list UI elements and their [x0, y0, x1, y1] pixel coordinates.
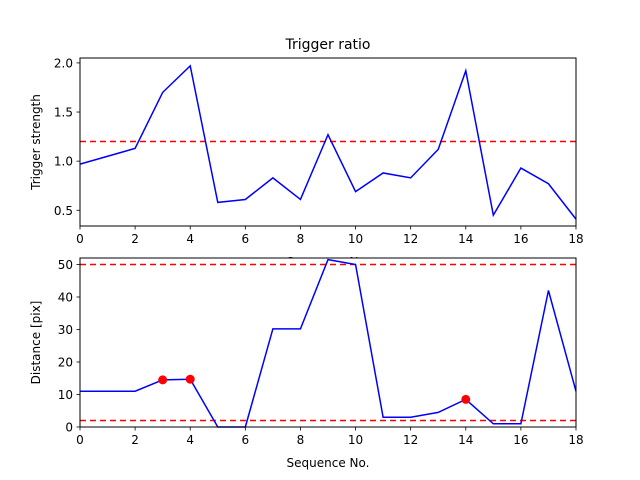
distance-panel: Sequence No. 0 2 4 6 8 10 12 14 16 18 0 10 20 30 40 50 Di… [29, 257, 584, 470]
trigger-x-tick-label: 4 [186, 232, 194, 246]
trigger-x-tick-label: 0 [76, 232, 84, 246]
distance-x-tick-label: 18 [568, 433, 583, 447]
trigger-x-tick-label: 16 [513, 232, 528, 246]
trigger-x-tick-label: 6 [242, 232, 250, 246]
distance-y-tick-label: 20 [58, 356, 73, 370]
distance-y-tick-label: 40 [58, 291, 73, 305]
distance-y-tick-label: 10 [58, 388, 73, 402]
chart-title: Trigger ratio [284, 37, 370, 53]
distance-x-tick-label: 12 [403, 433, 418, 447]
distance-x-axis-label: Sequence No. [287, 456, 370, 470]
distance-x-tick-label: 2 [131, 433, 139, 447]
trigger-x-tick-label: 2 [131, 232, 139, 246]
distance-x-tick-label: 4 [186, 433, 194, 447]
distance-x-tick-label: 6 [242, 433, 250, 447]
trigger-x-tick-label: 10 [348, 232, 363, 246]
trigger-x-tick-label: 8 [297, 232, 305, 246]
distance-y-axis-label: Distance [pix] [29, 301, 43, 385]
trigger-x-tick-label: 12 [403, 232, 418, 246]
distance-y-tick-label: 50 [58, 258, 73, 272]
distance-marker-1 [185, 374, 195, 384]
trigger-y-tick-label: 1.0 [54, 155, 73, 169]
trigger-series-line-0 [79, 64, 577, 220]
distance-plot-area [80, 258, 576, 427]
distance-axes-frame [79, 257, 577, 428]
distance-marker-2 [461, 394, 471, 404]
distance-y-tick-label: 0 [65, 421, 73, 435]
distance-x-tick-label: 0 [76, 433, 84, 447]
trigger-axes-frame [79, 57, 577, 227]
distance-marker-0 [158, 375, 168, 385]
distance-series-line-0 [80, 258, 577, 428]
distance-x-tick-label: 10 [348, 433, 363, 447]
trigger-ratio-panel: Sequence No.0246810121416180.51.01.52.0T… [29, 56, 584, 269]
distance-y-tick-label: 30 [58, 323, 73, 337]
distance-x-tick-label: 16 [513, 433, 528, 447]
distance-x-tick-label: 14 [458, 433, 473, 447]
trigger-y-tick-label: 1.5 [54, 106, 73, 120]
trigger-y-tick-label: 2.0 [54, 56, 73, 70]
trigger-y-axis-label: Trigger strength [29, 94, 43, 191]
trigger-x-tick-label: 14 [458, 232, 473, 246]
trigger-y-tick-label: 0.5 [54, 204, 73, 218]
trigger-x-tick-label: 18 [568, 232, 583, 246]
distance-x-tick-label: 8 [297, 433, 305, 447]
